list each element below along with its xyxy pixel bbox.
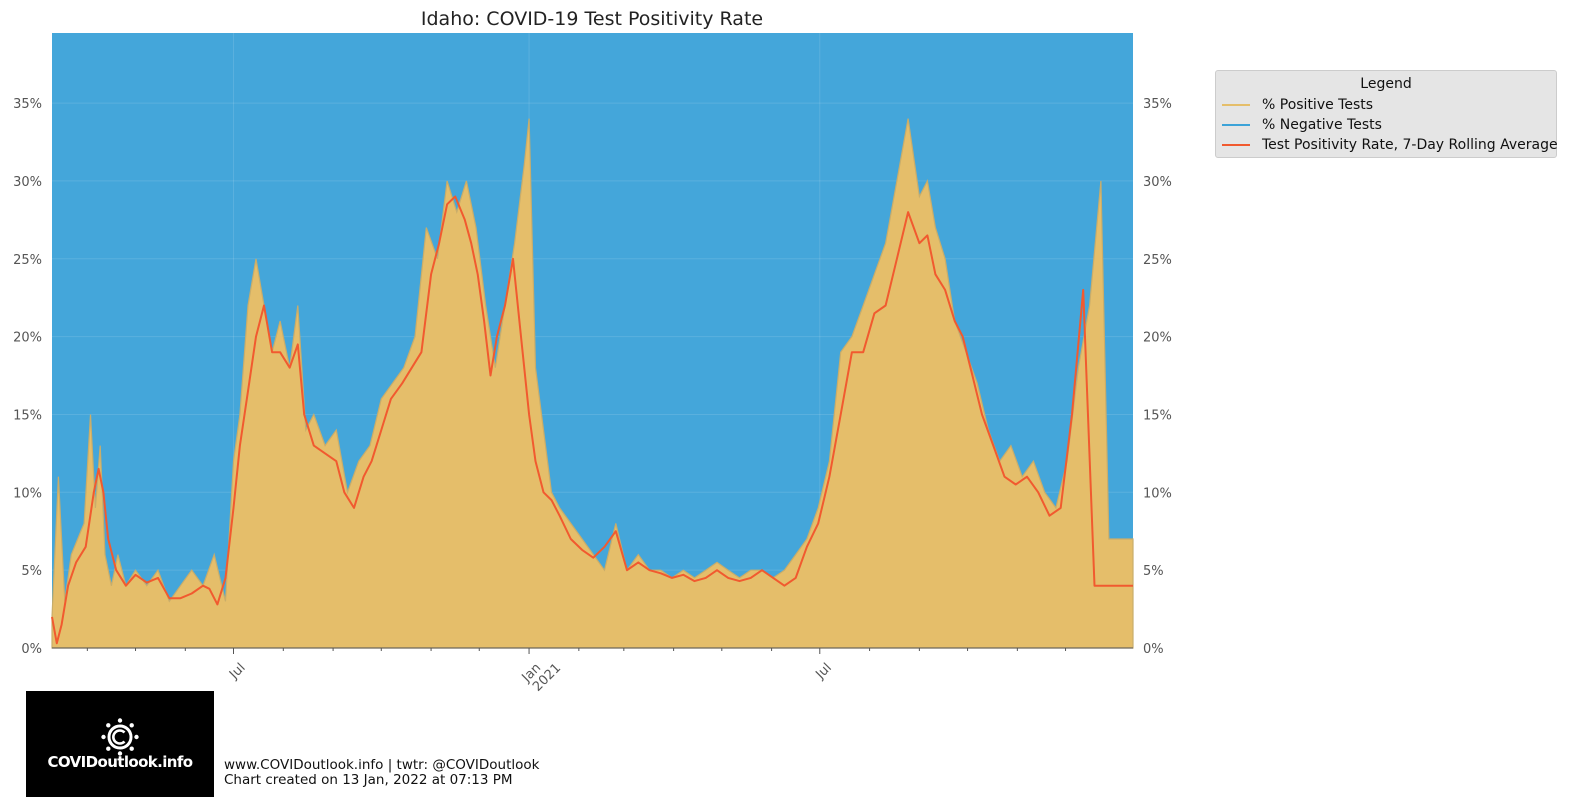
x-tick-label-line: Jul	[226, 660, 248, 682]
x-tick-label: Jan2021	[519, 651, 565, 697]
y-tick-label-right: 30%	[1143, 175, 1172, 190]
y-tick-label-left: 20%	[13, 331, 42, 346]
legend-title: Legend	[1360, 76, 1412, 92]
legend-swatch-positive	[1222, 104, 1250, 106]
rolling-average-line	[51, 195, 1133, 645]
line-layer	[51, 195, 1133, 645]
y-tick-label-left: 25%	[13, 253, 42, 268]
legend-swatch-rolling	[1222, 144, 1250, 146]
legend-item-positive: % Positive Tests	[1222, 95, 1373, 115]
legend-label-rolling: Test Positivity Rate, 7-Day Rolling Aver…	[1262, 137, 1558, 153]
x-tick-label: Jul	[226, 660, 248, 682]
y-tick-label-right: 35%	[1143, 97, 1172, 112]
legend-item-negative: % Negative Tests	[1222, 115, 1382, 135]
y-tick-label-right: 15%	[1143, 408, 1172, 423]
y-tick-label-right: 25%	[1143, 253, 1172, 268]
y-tick-label-left: 15%	[13, 408, 42, 423]
footer: www.COVIDoutlook.info | twtr: @COVIDoutl…	[224, 758, 539, 788]
y-tick-label-left: 35%	[13, 97, 42, 112]
legend-label-negative: % Negative Tests	[1262, 117, 1382, 133]
x-tick-label: Jul	[812, 660, 834, 682]
y-tick-label-right: 5%	[1143, 564, 1164, 579]
y-tick-label-right: 0%	[1143, 642, 1164, 657]
y-tick-label-right: 20%	[1143, 331, 1172, 346]
logo-text: COVIDoutlook.info	[47, 753, 193, 771]
virus-c-icon	[101, 718, 139, 756]
y-tick-label-left: 5%	[21, 564, 42, 579]
chart-title: Idaho: COVID-19 Test Positivity Rate	[421, 8, 763, 30]
y-tick-label-left: 30%	[13, 175, 42, 190]
axis-layer: 0% 0% 5% 5% 10% 10% 15% 15% 20% 20% 25% 25% 30% 30% 35…	[13, 97, 1172, 697]
y-tick-label-right: 10%	[1143, 486, 1172, 501]
x-tick-label-line: Jul	[812, 660, 834, 682]
legend-label-positive: % Positive Tests	[1262, 97, 1374, 113]
footer-created-date: Chart created on 13 Jan, 2022 at 07:13 P…	[224, 772, 513, 788]
y-tick-label-left: 0%	[21, 642, 42, 657]
legend: Legend % Positive Tests % Negative Tests…	[1215, 70, 1558, 158]
legend-swatch-negative	[1222, 124, 1250, 126]
footer-website: www.COVIDoutlook.info | twtr: @COVIDoutl…	[224, 757, 540, 773]
y-tick-label-left: 10%	[13, 486, 42, 501]
legend-item-rolling: Test Positivity Rate, 7-Day Rolling Aver…	[1222, 135, 1558, 155]
logo: COVIDoutlook.info	[26, 691, 214, 797]
